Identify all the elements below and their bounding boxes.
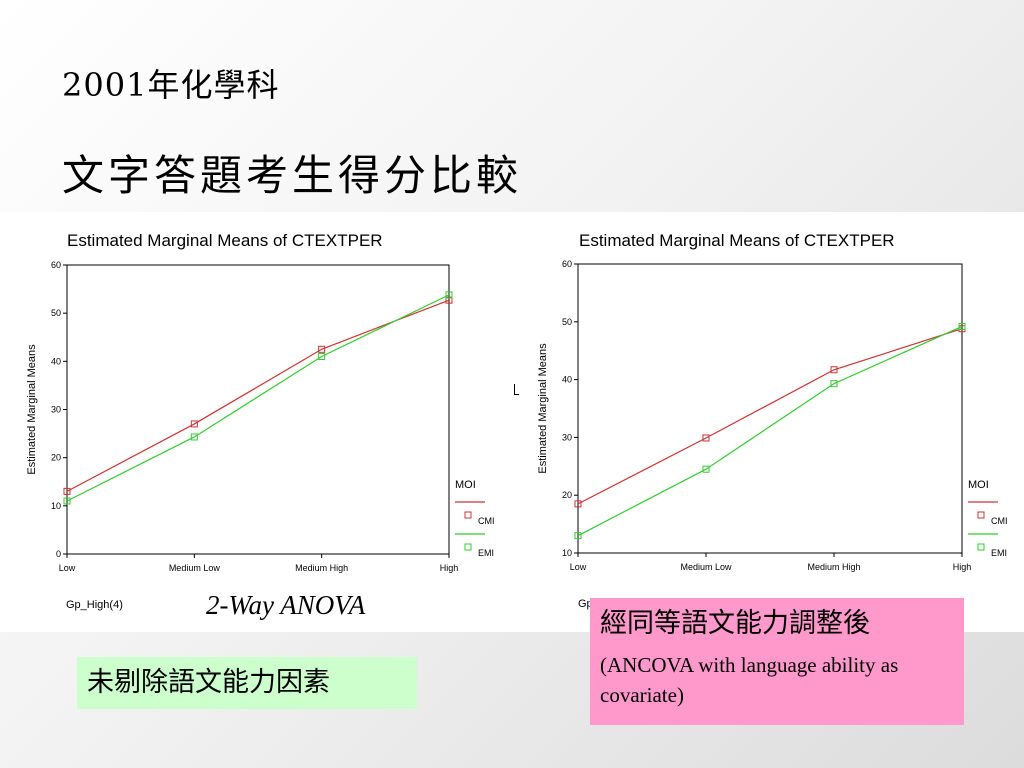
stray-mark [514,384,519,395]
data-point-emi [958,322,966,330]
data-point-cmi [318,345,326,353]
language-adjusted-heading: 經同等語文能力調整後 [600,608,870,639]
slide-title-line2: 文字答題考生得分比較 [62,151,523,200]
chart-title: Estimated Marginal Means of CTEXTPER [579,231,895,250]
plot-frame [66,264,450,555]
legend-label-emi: EMI [991,548,1007,558]
data-point-cmi [830,366,838,374]
y-tick-label: 30 [562,432,572,442]
x-tick-label: High [953,562,972,572]
slide-title-line1: 2001年化學科 [62,66,280,104]
data-point-cmi [190,420,198,428]
ancova-note: (ANCOVA with language ability as covaria… [600,653,899,707]
data-point-emi [574,532,582,540]
legend-label-cmi: CMI [991,516,1008,526]
chart-panel-left: Estimated Marginal Means of CTEXTPER 0 10 2… [0,212,512,632]
x-tick-label: Medium Low [680,562,732,572]
legend-marker-cmi [464,511,472,519]
y-tick-label: 50 [51,308,61,318]
y-tick-label: 20 [562,490,572,500]
data-point-emi [830,380,838,388]
legend-marker-cmi [977,511,985,519]
y-axis-label: Estimated Marginal Means [537,343,549,474]
x-tick-label: Medium Low [169,563,221,573]
y-tick-label: 50 [562,317,572,327]
x-tick-label: Low [59,563,76,573]
y-tick-label: 60 [51,260,61,270]
data-point-cmi [445,296,453,304]
legend-title: MOI [968,479,989,491]
plot-frame [577,263,963,554]
series-line-cmi [577,328,963,505]
y-tick-label: 40 [51,356,61,366]
data-point-emi [63,497,71,505]
legend-marker-emi [464,543,472,551]
y-tick-label: 60 [562,259,572,269]
no-language-adjustment-text: 未剔除語文能力因素 [87,667,330,698]
y-axis-label: Estimated Marginal Means [26,344,38,475]
anova-label: 2-Way ANOVA [206,590,366,620]
data-point-emi [318,353,326,361]
series-line-emi [577,325,963,537]
data-point-emi [702,465,710,473]
language-adjusted-box: 經同等語文能力調整後 (ANCOVA with language ability… [590,598,964,725]
y-tick-label: 30 [51,405,61,415]
y-tick-label: 20 [51,453,61,463]
chart-panel-right: Estimated Marginal Means of CTEXTPER 10 20… [512,212,1024,632]
x-tick-label: Low [570,562,587,572]
legend-marker-emi [977,543,985,551]
data-point-cmi [63,487,71,495]
chart-2way-anova: Estimated Marginal Means of CTEXTPER 0 10 2… [26,231,495,611]
data-point-emi [445,291,453,299]
x-tick-label: Medium High [807,562,860,572]
data-point-emi [190,433,198,441]
x-axis-label: Gp_High(4) [66,599,123,611]
y-tick-label: 40 [562,375,572,385]
legend-label-cmi: CMI [478,516,495,526]
y-tick-label: 10 [562,548,572,558]
y-tick-label: 0 [56,549,61,559]
data-point-cmi [702,434,710,442]
data-point-cmi [574,500,582,508]
x-tick-label: High [440,563,459,573]
legend-title: MOI [455,479,476,491]
series-line-emi [66,294,450,502]
y-tick-label: 10 [51,501,61,511]
no-language-adjustment-box: 未剔除語文能力因素 [77,657,417,709]
chart-ancova: Estimated Marginal Means of CTEXTPER 10 20… [537,231,1008,610]
chart-title: Estimated Marginal Means of CTEXTPER [67,231,383,250]
series-line-cmi [66,299,450,492]
x-tick-label: Medium High [295,563,348,573]
legend-label-emi: EMI [478,548,494,558]
